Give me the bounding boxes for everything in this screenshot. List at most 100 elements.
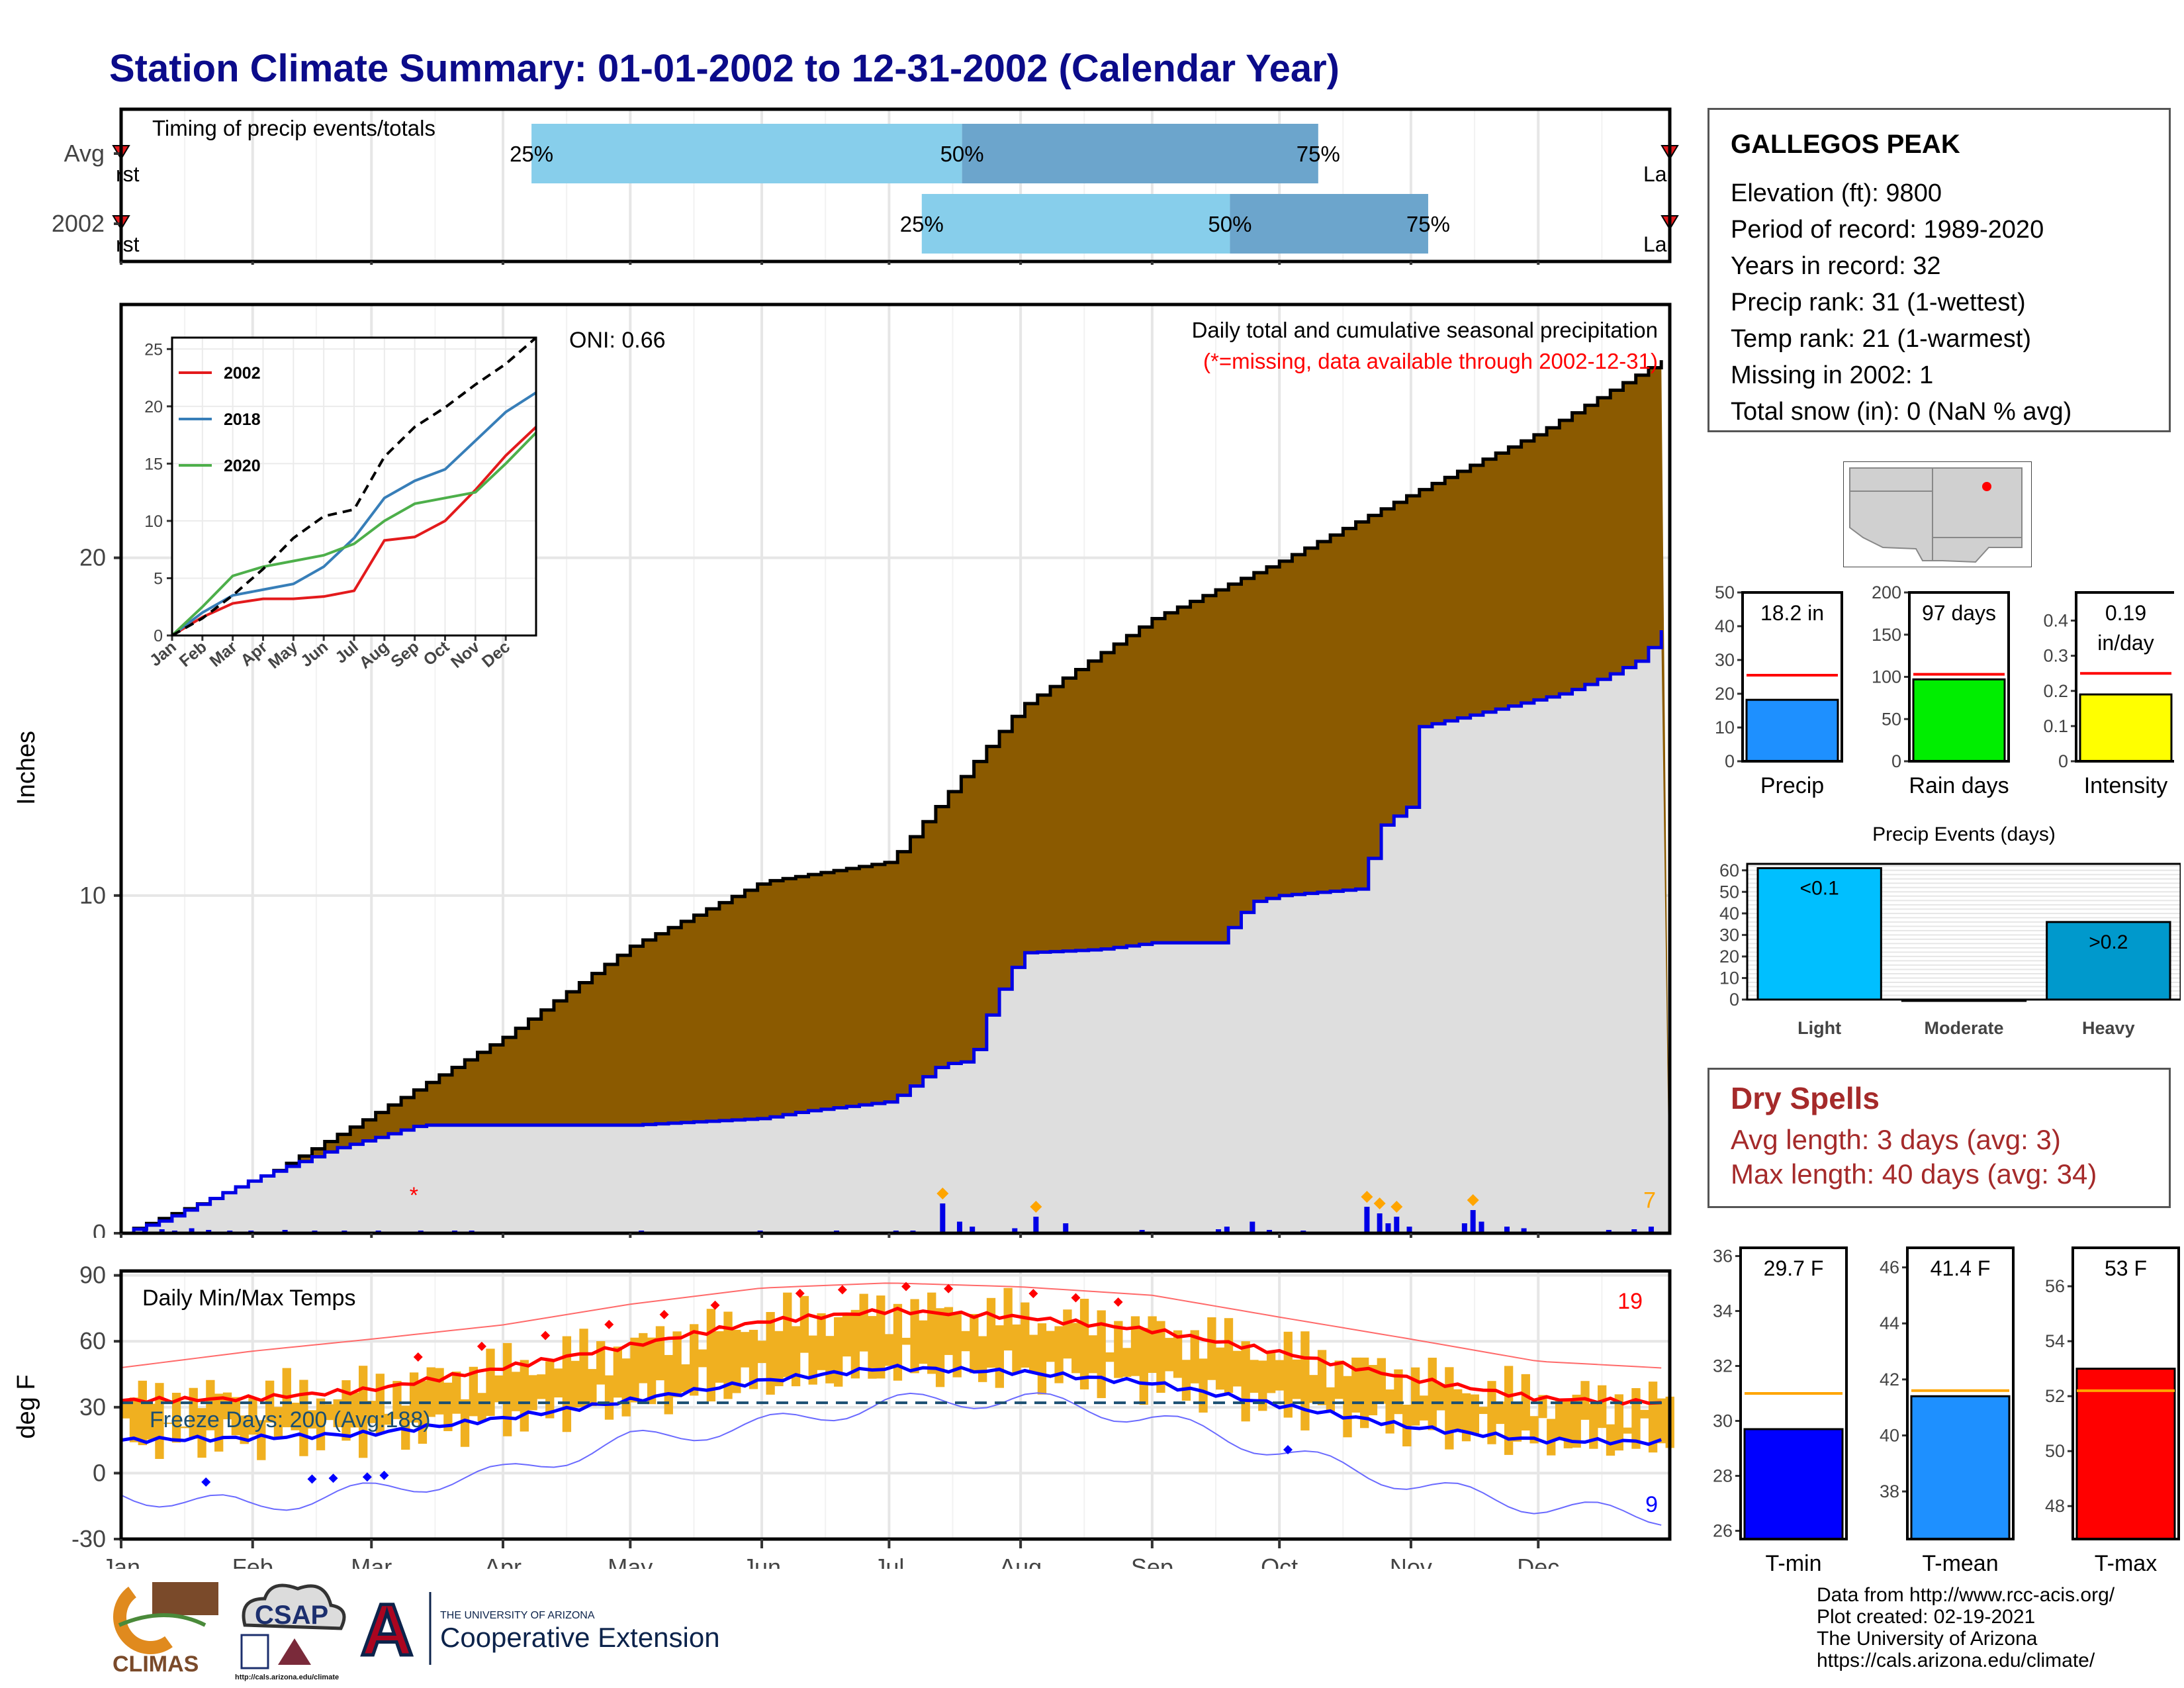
month-label: Jun [743,1554,781,1569]
extreme-precip-marker [1390,1201,1403,1213]
mini-frame [2071,1246,2180,1540]
daily-precip-bar [1631,1229,1637,1233]
missing-marker: * [410,1183,418,1208]
csap-text: CSAP [255,1601,328,1630]
inset-legend-label: 2018 [224,410,261,429]
month-label: Jul [874,1554,904,1569]
daily-temp-bar [1377,1358,1386,1404]
daily-precip-bar [1504,1227,1510,1233]
daily-precip-bar [1364,1207,1370,1233]
temp-chart: -30 0 30 60 90 Daily Min/Max Temps Freeze Days… [13,1262,1674,1569]
events-y-tick-label: 30 [1719,925,1739,945]
daily-temp-bar [1385,1389,1394,1434]
daily-temp-bar [1300,1331,1310,1430]
ua-extension: Cooperative Extension [440,1622,720,1653]
record-low-marker [1283,1445,1293,1455]
mini-value-bar [1912,678,2006,763]
station-elevation: Elevation (ft): 9800 [1731,179,1942,207]
credit-url: https://cals.arizona.edu/climate/ [1817,1650,2095,1671]
inset-chart: 0 5 10 15 20 25 2002 2018 2020 JanFebMarAprMayJun… [144,336,537,673]
daily-temp-bar [1479,1407,1488,1415]
daily-temp-bar [757,1340,766,1364]
daily-temp-bar [1623,1427,1632,1434]
daily-temp-bar [799,1295,809,1353]
daily-temp-bar [655,1326,665,1381]
inset-y-tick-label: 5 [154,569,163,588]
timing-pct-label: 25% [900,212,944,236]
mini-y-tick-label: 0.1 [2043,716,2068,736]
month-label: Dec [1517,1554,1559,1569]
daily-temp-bar [324,1404,334,1421]
daily-temp-bar [910,1299,919,1374]
daily-temp-bar [562,1336,572,1432]
daily-temp-bar [1402,1405,1412,1447]
station-temp-rank: Temp rank: 21 (1-warmest) [1731,325,2032,353]
daily-temp-bar [868,1316,877,1379]
record-high-marker [710,1300,720,1310]
daily-temp-bar [171,1393,181,1443]
mini-value-label: 0.19 [2105,601,2146,625]
mini-axis-label: T-min [1766,1551,1822,1576]
daily-temp-bar [850,1309,860,1379]
inset-y-tick-label: 15 [144,455,163,473]
record-high-marker [837,1285,847,1295]
record-low-marker [362,1472,372,1482]
mini-value-label: 29.7 F [1764,1256,1824,1280]
daily-temp-bar [1521,1374,1530,1430]
temp-frame [119,1269,1672,1541]
daily-temp-bar [341,1380,351,1441]
mini-y-tick-label: 40 [1880,1425,1899,1445]
month-label: Feb [232,1554,273,1569]
daily-temp-bar [1216,1347,1225,1390]
month-label: Oct [1261,1554,1298,1569]
y-tick-label: 0 [93,1459,106,1486]
temp-y-axis-label: deg F [13,1374,40,1438]
mini-y-tick-label: 40 [1715,616,1735,636]
daily-temp-bar [1224,1318,1234,1393]
record-high-marker [1028,1289,1038,1299]
timing-pct-label: 75% [1297,142,1340,166]
daily-temp-bar [630,1337,639,1403]
record-high-marker [413,1352,423,1362]
record-high-marker [477,1341,486,1351]
daily-temp-bar [231,1397,241,1436]
daily-temp-bar [401,1405,410,1450]
event-bar [2046,921,2171,1001]
daily-temp-bar [919,1320,928,1364]
mini-y-tick-label: 54 [2045,1331,2065,1351]
mini-axis-label: Intensity [2084,773,2168,798]
daily-temp-bar [1063,1309,1072,1359]
station-period: Period of record: 1989-2020 [1731,216,2044,244]
precip-y-axis-label: Inches [13,731,40,805]
daily-temp-bar [690,1324,699,1396]
daily-precip-bar [1461,1223,1467,1233]
inset-legend-label: 2020 [224,457,261,475]
daily-temp-bar [935,1308,945,1387]
daily-temp-bar [273,1407,283,1439]
daily-temp-bar [842,1314,852,1357]
daily-temp-bar [477,1393,486,1422]
logos: CLIMAS CSAP http://cals.arizona.edu/clim… [113,1582,720,1681]
timing-pct-label: 50% [940,142,984,166]
extreme-precip-marker [936,1188,949,1199]
dry-spells-box: Dry Spells Avg length: 3 days (avg: 3) M… [1707,1068,2171,1208]
mini-value-bar [1745,698,1839,763]
daily-temp-bar [1241,1341,1250,1422]
daily-temp-bar [978,1336,987,1382]
record-high-marker [1071,1293,1081,1303]
daily-temp-bar [494,1375,504,1403]
daily-temp-bar [1292,1359,1301,1399]
month-label: Sep [1131,1554,1173,1569]
mini-value-bar [2075,1368,2176,1540]
daily-temp-bar [1046,1331,1055,1362]
daily-temp-bar [435,1368,444,1415]
daily-temp-bar [197,1408,206,1458]
credit-university: The University of Arizona [1817,1628,2038,1650]
events-y-tick-label: 40 [1719,904,1739,923]
mini-frame [1908,591,2010,763]
daily-temp-bar [486,1348,495,1417]
daily-temp-bar [138,1380,147,1446]
record-low-marker [201,1477,211,1487]
daily-temp-bar [774,1331,784,1387]
daily-temp-bar [545,1361,555,1419]
